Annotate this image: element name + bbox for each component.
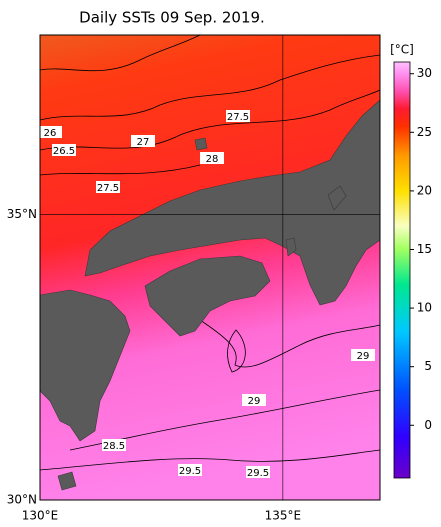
colorbar-tick-label: 5 [424,359,432,373]
contour-label: 29.5 [179,466,201,477]
colorbar-tick-label: 30 [417,66,432,80]
contour-label: 29.5 [247,468,269,479]
contour-label-bg [102,439,126,451]
map-area: 26 26.5 27 27.5 28 27.5 29 29 28.5 29.5 29.5 130°E… [7,34,381,523]
contour-label-bg [226,110,250,122]
contour-label: 29 [248,396,261,407]
colorbar-scale [393,61,411,479]
contour-label-bg [38,126,62,138]
contour-label: 26 [44,128,57,139]
contour-label: 27.5 [227,112,249,123]
colorbar-tick-label: 25 [417,125,432,139]
contour-label: 28.5 [103,441,125,452]
colorbar-tick-label: 15 [417,242,432,256]
y-tick-label: 35°N [7,207,37,221]
contour-label-bg [96,181,120,193]
colorbar-tick-label: 20 [417,183,432,197]
contour-label-bg [52,144,76,156]
contour-label: 27.5 [97,183,119,194]
map-frame [39,34,381,501]
x-tick-label: 135°E [265,509,302,523]
contour-label-bg [178,464,202,476]
contour-label-bg [200,152,224,164]
contour-label-bg [242,394,266,406]
x-tick-label: 130°E [22,509,59,523]
contours [39,34,381,471]
map-title: Daily SSTs 09 Sep. 2019. [79,9,265,27]
contour-label: 29 [357,351,370,362]
colorbar: [°C] 0 5 10 15 20 25 30 [390,43,432,479]
contour-label: 27 [137,137,150,148]
contour-label-bg [246,466,270,478]
colorbar-tick-label: 0 [424,418,432,432]
land [39,99,381,491]
y-tick-label: 30°N [7,493,37,507]
colorbar-tick-label: 10 [417,301,432,315]
contour-label: 28 [206,154,219,165]
contour-label-bg [351,349,375,361]
contour-label-bg [131,135,155,147]
colorbar-label: [°C] [390,43,414,57]
contour-label: 26.5 [53,146,75,157]
